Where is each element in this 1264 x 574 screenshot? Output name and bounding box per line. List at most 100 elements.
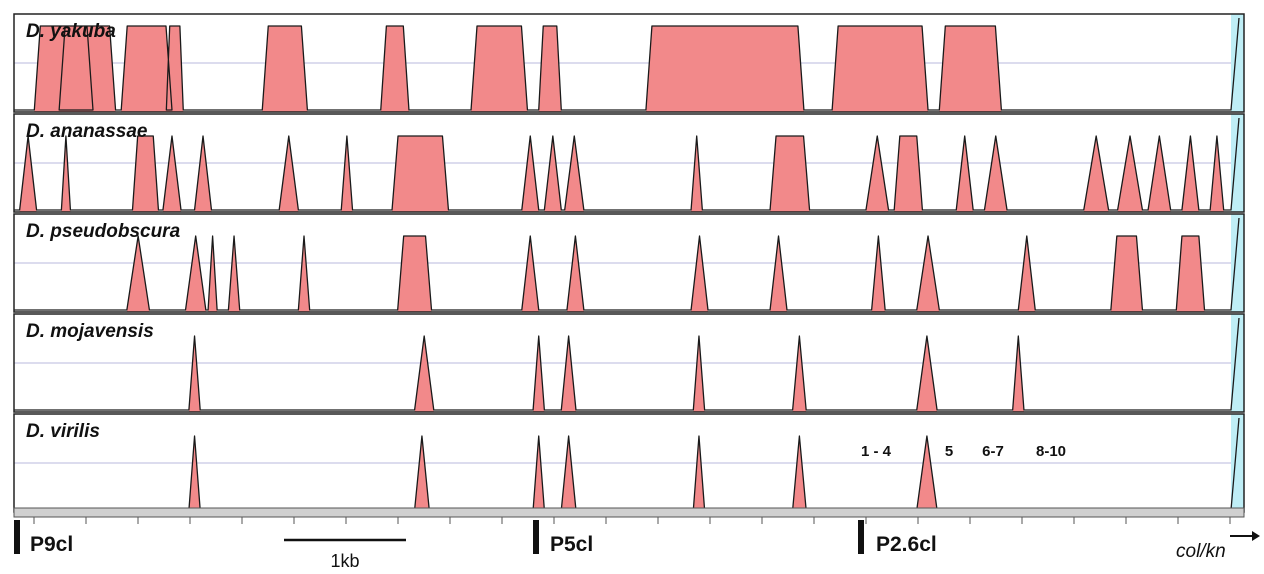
- panel-frame: [13, 313, 1245, 413]
- conserved-peak: [544, 136, 562, 212]
- conserved-peak: [1176, 236, 1205, 312]
- conserved-peak: [61, 136, 71, 212]
- conserved-peak: [414, 336, 434, 412]
- conserved-peak: [185, 236, 206, 312]
- panel-d-ananassae: D. ananassae: [13, 113, 1245, 213]
- conserved-peak: [916, 336, 938, 412]
- gene-arrow-head: [1252, 531, 1260, 541]
- conserved-peak: [693, 336, 705, 412]
- conserved-peak: [162, 136, 182, 212]
- marker-tick-p5cl: [533, 520, 539, 554]
- identity-curve: [14, 117, 1240, 211]
- edge-highlight: [1231, 314, 1244, 412]
- marker-label-p9cl: P9cl: [30, 533, 73, 556]
- conserved-peak: [538, 26, 562, 112]
- conserved-peak: [126, 236, 150, 312]
- region-label-5: 5: [945, 443, 953, 460]
- conserved-peak: [1148, 136, 1171, 212]
- species-label: D. mojavensis: [26, 321, 154, 342]
- conserved-peak: [1110, 236, 1143, 312]
- edge-highlight: [1231, 214, 1244, 312]
- edge-highlight: [1231, 14, 1244, 112]
- marker-tick-p26cl: [858, 520, 864, 554]
- species-label: D. yakuba: [26, 21, 116, 42]
- conserved-peak: [770, 236, 787, 312]
- conserved-peak: [414, 436, 430, 512]
- identity-curve: [14, 217, 1240, 311]
- conserved-peak: [956, 136, 974, 212]
- conserved-peak: [533, 436, 545, 512]
- conserved-peak: [188, 336, 201, 412]
- conserved-peak: [561, 436, 576, 512]
- conserved-peak: [19, 136, 37, 212]
- conserved-peak: [194, 136, 212, 212]
- region-label-6-7: 6-7: [982, 443, 1004, 460]
- panel-d-yakuba: D. yakuba: [13, 13, 1245, 113]
- conserved-peak: [471, 26, 528, 112]
- conserved-peak: [832, 26, 929, 112]
- panel-frame: [13, 113, 1245, 213]
- conserved-peak: [59, 26, 116, 112]
- conserved-peak: [279, 136, 299, 212]
- conserved-peak: [564, 136, 584, 212]
- conserved-peak: [121, 26, 172, 112]
- scale-bar-label: 1kb: [330, 551, 359, 571]
- panel-d-mojavensis: D. mojavensis: [13, 313, 1245, 413]
- species-label: D. virilis: [26, 421, 100, 442]
- conserved-peak: [792, 436, 807, 512]
- conserved-peak: [208, 236, 218, 312]
- panel-frame: [13, 213, 1245, 313]
- conserved-peak: [1083, 136, 1109, 212]
- conserved-peak: [770, 136, 810, 212]
- conserved-peak: [533, 336, 545, 412]
- marker-label-p5cl: P5cl: [550, 533, 593, 556]
- conserved-peak: [691, 236, 708, 312]
- panels-group: D. yakuba D. ananassae D. pseudobscura D. m…: [13, 13, 1245, 513]
- region-label-1-4: 1 - 4: [861, 443, 892, 460]
- marker-label-p26cl: P2.6cl: [876, 533, 937, 556]
- conserved-peak: [691, 136, 703, 212]
- conserved-peak: [188, 436, 201, 512]
- identity-curve: [14, 17, 1240, 111]
- species-label: D. ananassae: [26, 121, 148, 142]
- conserved-peak: [645, 26, 804, 112]
- conserved-peak: [792, 336, 807, 412]
- edge-highlight: [1231, 414, 1244, 512]
- conserved-peak: [1117, 136, 1143, 212]
- panel-d-virilis: D. virilis: [13, 413, 1245, 513]
- region-labels: 1 - 4 5 6-7 8-10: [861, 443, 1066, 460]
- edge-highlight: [1231, 114, 1244, 212]
- conserved-peak: [566, 236, 584, 312]
- conserved-peak: [1018, 236, 1036, 312]
- species-label: D. pseudobscura: [26, 221, 181, 242]
- conserved-peak: [916, 436, 938, 512]
- conserved-peak: [939, 26, 1002, 112]
- identity-curve: [14, 317, 1240, 411]
- conserved-peak: [894, 136, 923, 212]
- region-label-8-10: 8-10: [1036, 443, 1066, 460]
- conserved-peak: [262, 26, 308, 112]
- conserved-peak: [228, 236, 240, 312]
- conserved-peak: [521, 136, 539, 212]
- panel-d-pseudobscura: D. pseudobscura: [13, 213, 1245, 313]
- conserved-peak: [132, 136, 159, 212]
- conserved-peak: [380, 26, 409, 112]
- conserved-peak: [341, 136, 353, 212]
- conserved-peak: [298, 236, 310, 312]
- conserved-peak: [1210, 136, 1224, 212]
- conserved-peak: [865, 136, 889, 212]
- conserved-peak: [1181, 136, 1199, 212]
- marker-tick-p9cl: [14, 520, 20, 554]
- axis-bar: [13, 507, 1245, 518]
- conserved-peak: [397, 236, 432, 312]
- conserved-peak: [871, 236, 886, 312]
- genome-axis: P9cl P5cl P2.6cl 1kb col/kn: [13, 507, 1260, 571]
- conserved-peak: [916, 236, 940, 312]
- conserved-peak: [984, 136, 1008, 212]
- panel-frame: [13, 13, 1245, 113]
- conserved-peak: [1012, 336, 1024, 412]
- gene-label-col-kn: col/kn: [1176, 541, 1226, 562]
- conserved-peak: [561, 336, 576, 412]
- conserved-peak: [521, 236, 539, 312]
